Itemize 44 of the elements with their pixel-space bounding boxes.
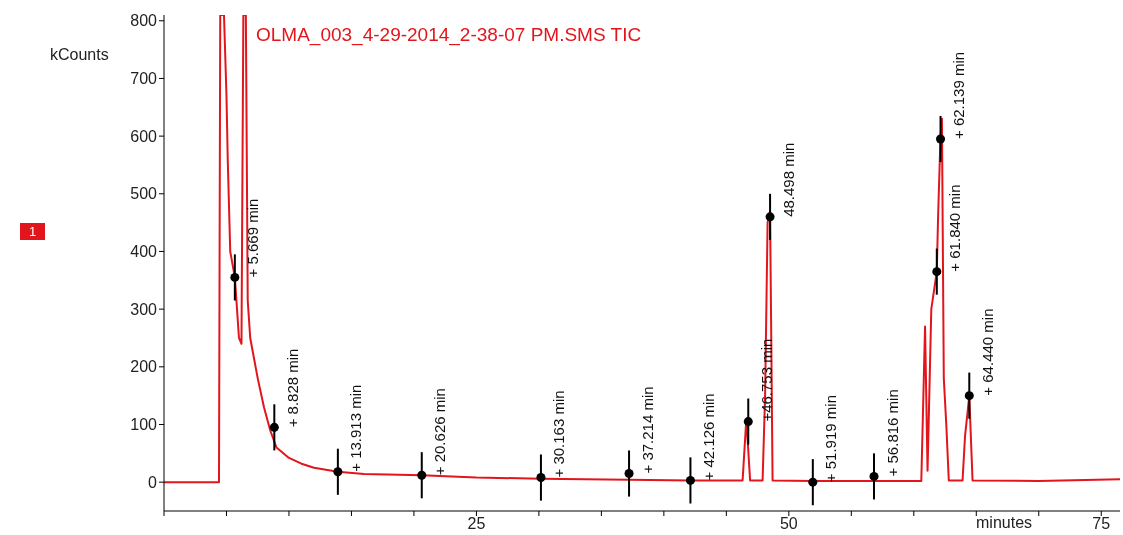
point [333, 467, 343, 477]
x-tick-label: 50 [779, 515, 798, 533]
point [230, 272, 240, 282]
x-axis-title: minutes [976, 514, 1033, 532]
y-tick-label: 600 [130, 127, 158, 145]
point [685, 475, 695, 485]
y-tick-label: 0 [148, 473, 158, 491]
annotation: 48.498 min [779, 142, 797, 217]
y-tick-label: 800 [130, 12, 158, 30]
annotation: + 62.139 min [950, 51, 968, 139]
annotation: + 42.126 min [699, 393, 717, 481]
y-tick-label: 700 [130, 70, 158, 88]
annotation: +46.753 min [757, 338, 775, 422]
text: OLMA_003_4-29-2014_2-38-07 PM.SMS TIC [256, 24, 642, 46]
point [936, 134, 946, 144]
y-tick-label: 500 [130, 185, 158, 203]
x-tick-label: 75 [1092, 515, 1111, 533]
y-tick-label: 200 [130, 358, 158, 376]
y-axis-title: kCounts [50, 46, 109, 64]
annotation: + 13.913 min [347, 384, 365, 472]
point [743, 417, 753, 427]
point [269, 422, 279, 432]
point [624, 469, 634, 479]
annotation: + 61.840 min [946, 184, 964, 272]
point [765, 212, 775, 222]
annotation: + 20.626 min [431, 388, 449, 476]
annotation: + 30.163 min [550, 390, 568, 478]
y-tick-label: 300 [130, 300, 158, 318]
y-tick-label: 400 [130, 243, 158, 261]
point [536, 473, 546, 483]
y-tick-label: 100 [130, 416, 158, 434]
annotation: + 51.919 min [822, 395, 840, 483]
point [932, 267, 942, 277]
point [964, 391, 974, 401]
annotation: + 37.214 min [638, 386, 656, 474]
x-tick-label: 25 [467, 515, 486, 533]
point [417, 470, 427, 480]
text: 1 [20, 223, 46, 240]
annotation: + 5.669 min [244, 198, 262, 278]
annotation: + 64.440 min [978, 308, 996, 396]
point [808, 477, 818, 487]
annotation: + 56.816 min [883, 389, 901, 477]
point [869, 471, 879, 481]
annotation: + 8.828 min [283, 348, 301, 428]
